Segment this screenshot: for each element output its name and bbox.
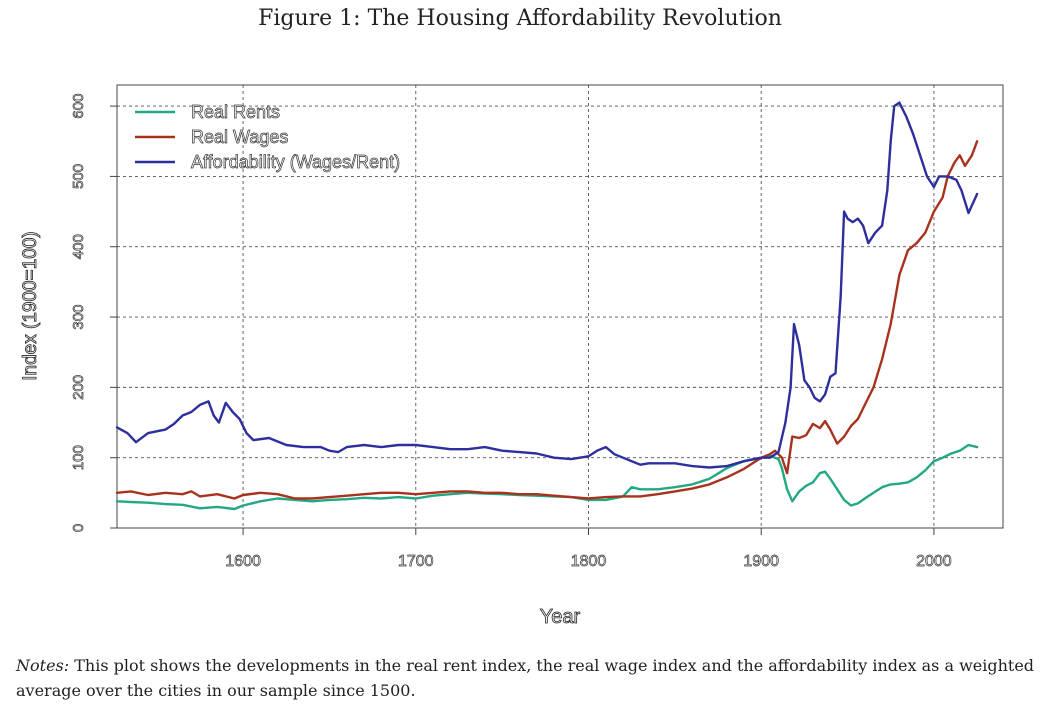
x-tick-label: 2000 [916, 553, 952, 570]
x-axis-label: Year [540, 606, 581, 628]
legend: Real Rents Real Wages Affordability (Wages… [135, 102, 400, 172]
x-tick-label: 1800 [571, 553, 607, 570]
x-axis: 1600 1700 1800 1900 2000 [225, 528, 952, 570]
series-line-1 [115, 140, 979, 500]
legend-label-0: Real Rents [191, 102, 280, 122]
plot-frame [116, 84, 1004, 529]
notes-text: This plot shows the developments in the … [16, 656, 1035, 700]
series-line-0 [115, 443, 979, 511]
figure-notes: Notes: This plot shows the developments … [16, 653, 1046, 703]
y-tick-label: 400 [70, 234, 87, 259]
y-axis-label: Index (1900=100) [20, 231, 41, 380]
y-tick-label: 200 [70, 375, 87, 400]
x-tick-label: 1900 [743, 553, 779, 570]
chart: 1600 1700 1800 1900 2000 0 100 200 300 400 500 600… [20, 84, 1004, 628]
y-tick-label: 600 [70, 94, 87, 119]
y-tick-label: 0 [70, 524, 87, 532]
legend-label-2: Affordability (Wages/Rent) [191, 152, 400, 172]
y-tick-label: 100 [70, 445, 87, 470]
series-line-2 [115, 101, 979, 469]
x-tick-label: 1600 [225, 553, 261, 570]
x-tick-label: 1700 [398, 553, 434, 570]
y-tick-label: 500 [70, 164, 87, 189]
series-layer [115, 101, 979, 511]
legend-label-1: Real Wages [191, 127, 288, 147]
y-tick-label: 300 [70, 305, 87, 330]
notes-lead: Notes: [16, 656, 70, 675]
y-axis: 0 100 200 300 400 500 600 [70, 93, 117, 533]
figure-title: Figure 1: The Housing Affordability Revo… [258, 6, 782, 31]
